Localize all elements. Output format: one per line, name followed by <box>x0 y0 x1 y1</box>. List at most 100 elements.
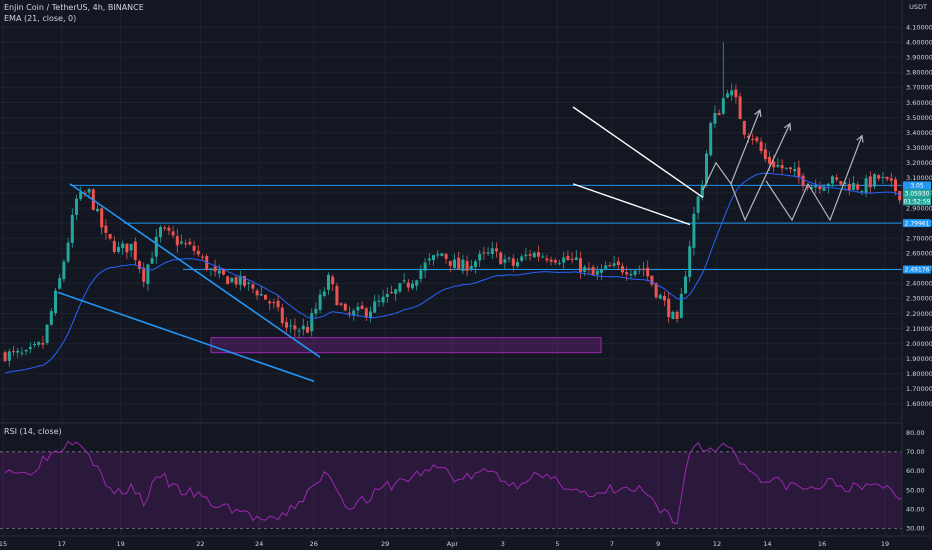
candle <box>684 276 687 294</box>
price-tag-label: 3.05930 <box>905 191 930 198</box>
candle <box>532 252 536 258</box>
candle <box>226 276 230 285</box>
rsi-pane <box>0 422 932 529</box>
y-tick-label: 4.10000 <box>906 23 932 31</box>
rsi-tick-label: 50.00 <box>906 486 925 494</box>
candle <box>411 283 414 289</box>
candle <box>738 96 742 120</box>
candle <box>528 254 532 256</box>
candle <box>243 276 246 286</box>
candle <box>255 290 259 296</box>
candle <box>259 293 263 296</box>
x-tick-label: Apr <box>447 540 459 548</box>
candle <box>37 342 41 345</box>
candle <box>868 176 872 188</box>
y-tick-label: 1.70000 <box>906 385 932 393</box>
candle <box>54 290 57 314</box>
candle <box>696 196 700 213</box>
candle <box>495 248 498 252</box>
rsi-tick-label: 60.00 <box>906 467 925 475</box>
candle <box>810 187 813 190</box>
candle <box>621 266 624 273</box>
candle <box>465 261 469 271</box>
candle <box>507 257 511 259</box>
candle <box>369 311 372 318</box>
candle <box>763 149 767 160</box>
rsi-tick-label: 30.00 <box>906 525 925 533</box>
candle <box>570 258 574 260</box>
candle <box>318 294 322 310</box>
candle <box>41 342 45 345</box>
candle <box>726 93 729 98</box>
candle <box>789 167 792 170</box>
candle <box>667 298 671 318</box>
projection-path-1-arrowhead <box>754 108 762 118</box>
candle <box>574 257 578 261</box>
wedge-upper-trendline <box>69 183 321 358</box>
candle <box>885 176 889 180</box>
candle <box>591 267 595 275</box>
y-tick-label: 2.00000 <box>906 340 932 348</box>
candle <box>49 311 53 325</box>
rsi-tick-label: 40.00 <box>906 506 925 514</box>
candle <box>524 254 528 257</box>
candle <box>343 303 347 311</box>
candle <box>894 179 897 192</box>
candle <box>461 259 465 271</box>
x-tick-label: 17 <box>58 540 66 548</box>
candle <box>201 256 204 258</box>
x-tick-label: 19 <box>116 540 124 548</box>
candle <box>390 292 393 294</box>
candle <box>822 186 826 191</box>
candle <box>45 324 49 343</box>
candle <box>642 268 645 270</box>
candle <box>129 243 133 251</box>
candle <box>608 265 612 267</box>
candle <box>327 274 330 290</box>
candle <box>742 120 746 135</box>
candle <box>306 326 309 333</box>
candle <box>625 272 629 275</box>
candle <box>856 184 860 190</box>
candle <box>112 240 116 252</box>
candle <box>843 182 847 184</box>
candle <box>154 236 158 257</box>
rsi-legend[interactable]: RSI (14, close) <box>4 427 62 436</box>
candle <box>469 266 473 270</box>
candle <box>87 188 91 193</box>
candle <box>679 293 683 319</box>
candle <box>335 285 339 306</box>
candle <box>658 295 662 299</box>
candle <box>650 275 654 285</box>
candle <box>348 312 351 314</box>
candle <box>184 243 188 245</box>
wedge-lower-trendline <box>57 291 315 383</box>
price-tag <box>903 197 931 206</box>
candle <box>759 141 763 152</box>
x-tick-label: 3 <box>501 540 505 548</box>
candle <box>453 259 456 268</box>
x-tick-label: 16 <box>818 540 826 548</box>
candle <box>482 252 486 254</box>
candle <box>62 261 66 280</box>
candle <box>646 267 650 277</box>
candle <box>663 296 666 301</box>
y-tick-label: 2.30000 <box>906 295 932 303</box>
candle <box>558 263 561 265</box>
chart-title-legend[interactable]: Enjin Coin / TetherUS, 4h, BINANCE <box>4 3 144 12</box>
candle <box>776 164 780 167</box>
candle <box>16 350 20 353</box>
x-tick-label: 12 <box>713 540 721 548</box>
candle <box>629 273 633 276</box>
candle <box>700 185 704 198</box>
level-tag-label: 2.79961 <box>905 220 930 227</box>
candle <box>427 258 431 261</box>
level-tag <box>903 181 931 190</box>
ema-legend[interactable]: EMA (21, close, 0) <box>4 14 77 23</box>
rsi-band <box>0 451 902 529</box>
candle <box>272 302 276 304</box>
candle <box>280 307 284 324</box>
candle <box>793 169 797 172</box>
candle <box>805 186 809 189</box>
